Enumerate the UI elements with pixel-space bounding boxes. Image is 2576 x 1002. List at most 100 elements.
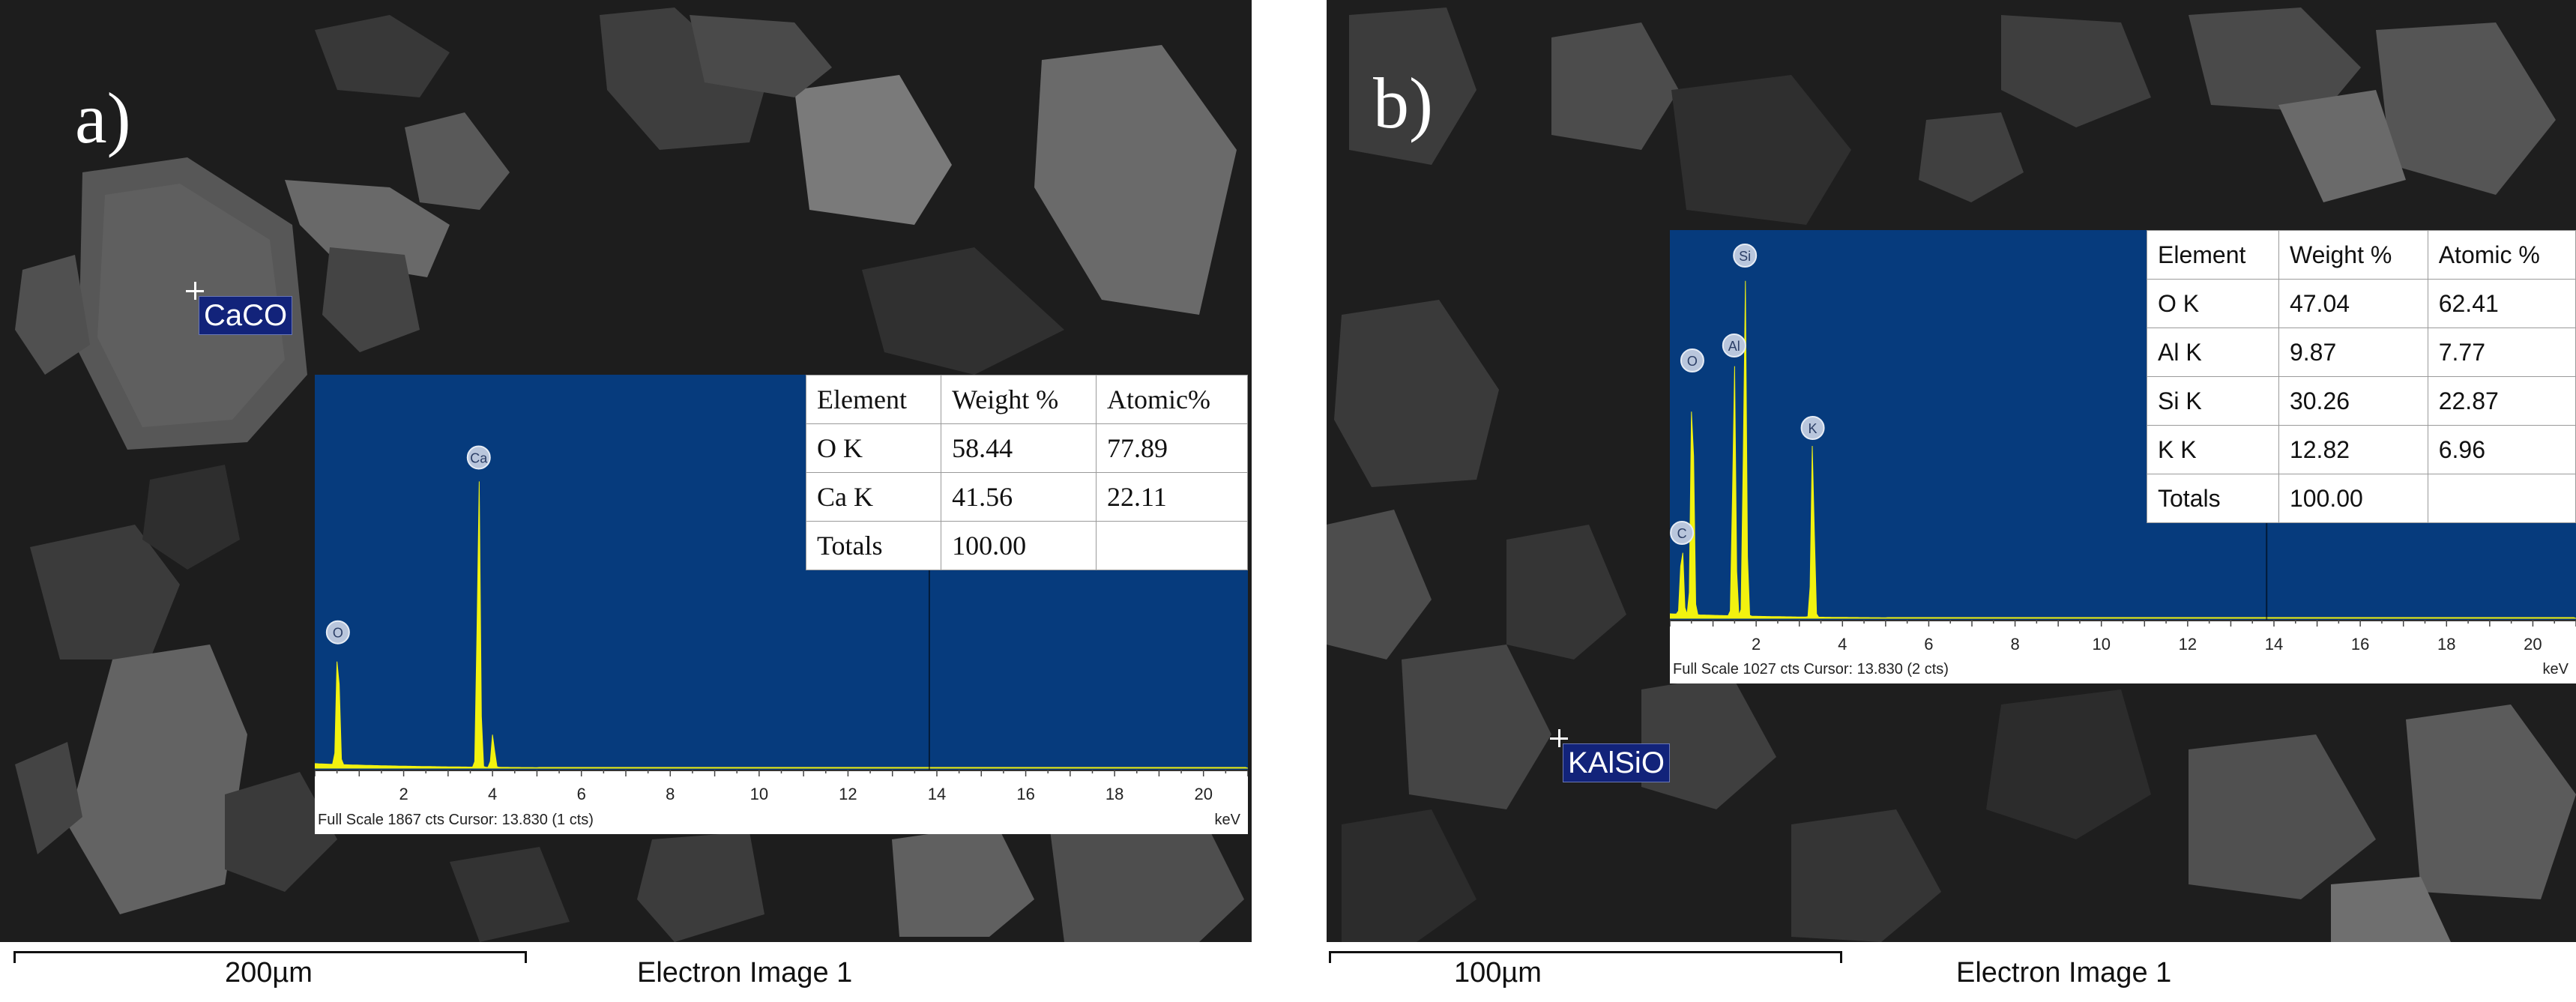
spot-crosshair-marker [1550, 729, 1568, 747]
axis-tick-label: 8 [666, 785, 675, 803]
table-cell: 7.77 [2427, 328, 2576, 377]
axis-tick-label: 6 [1924, 635, 1933, 654]
svg-text:Al: Al [1728, 339, 1740, 354]
table-cell: 6.96 [2427, 425, 2576, 474]
svg-text:K: K [1809, 421, 1818, 436]
scale-bar [1329, 951, 1842, 963]
table-cell: Ca K [805, 472, 942, 522]
axis-tick-label: 14 [928, 785, 946, 803]
scale-bar [13, 951, 527, 963]
axis-tick-label: 14 [2265, 635, 2283, 654]
particle-field-b [1327, 0, 2576, 942]
eds-spectrum: O Ca 2 4 6 8 10 12 14 16 18 20 Full Scale 1867 cts… [315, 375, 1248, 834]
axis-tick-label: 6 [577, 785, 586, 803]
axis-tick-label: 12 [2179, 635, 2197, 654]
composition-table: Element Weight % Atomic % O K 47.04 62.4… [2147, 230, 2576, 523]
axis-tick-label: 12 [839, 785, 857, 803]
svg-text:C: C [1677, 526, 1687, 541]
peak-label: C [1670, 521, 1695, 545]
axis-tick-label: 10 [750, 785, 768, 803]
table-row: K K 12.82 6.96 [2147, 425, 2576, 474]
table-cell: 62.41 [2427, 279, 2576, 328]
table-header-cell: Weight % [2278, 230, 2428, 280]
peak-label: Al [1722, 334, 1746, 357]
table-header-cell: Element [805, 375, 942, 424]
table-row: Si K 30.26 22.87 [2147, 376, 2576, 426]
panel-a: a) CaCO O Ca 2 4 6 8 10 12 14 16 18 20 Full Scale … [0, 0, 1252, 1002]
panel-letter: a) [75, 78, 131, 158]
table-cell: 47.04 [2278, 279, 2428, 328]
table-cell: O K [805, 423, 942, 473]
eds-spectrum: C O Al Si K 2 4 6 8 10 12 14 16 18 20 Full Scale 1027… [1670, 230, 2576, 683]
energy-axis: 2 4 6 8 10 12 14 16 18 20 Full Scale 1867 cts Cur… [315, 770, 1248, 834]
table-cell [2427, 474, 2576, 523]
scale-bar-label: 200µm [225, 957, 313, 989]
table-header-row: Element Weight % Atomic% [805, 375, 1248, 424]
panel-letter: b) [1373, 63, 1433, 143]
table-row: Al K 9.87 7.77 [2147, 328, 2576, 377]
axis-tick-label: 10 [2092, 635, 2110, 654]
axis-tick-label: 16 [1016, 785, 1034, 803]
micrograph-footer: 200µm Electron Image 1 [0, 942, 1252, 1002]
table-cell: 9.87 [2278, 328, 2428, 377]
axis-tick-label: 18 [2437, 635, 2455, 654]
axis-tick-label: 4 [1838, 635, 1847, 654]
micrograph-b: b) KAlSiO C O Al Si K 2 4 6 8 10 12 14 16 18 20 Full … [1327, 0, 2576, 942]
svg-text:O: O [1687, 354, 1698, 369]
image-caption: Electron Image 1 [1956, 957, 2172, 989]
energy-axis-svg: 2 4 6 8 10 12 14 16 18 20 [1670, 620, 2576, 654]
table-row: O K 47.04 62.41 [2147, 279, 2576, 328]
axis-tick-label: 8 [2010, 635, 2019, 654]
svg-text:Ca: Ca [470, 450, 488, 465]
axis-tick-label: 16 [2351, 635, 2369, 654]
scale-bar-label: 100µm [1454, 957, 1542, 989]
table-cell: Totals [805, 521, 942, 570]
table-cell [1096, 521, 1248, 570]
svg-text:Si: Si [1739, 249, 1751, 264]
composition-table: Element Weight % Atomic% O K 58.44 77.89… [805, 375, 1248, 570]
energy-unit-label: keV [1214, 812, 1240, 828]
table-row: O K 58.44 77.89 [805, 423, 1248, 473]
axis-tick-label: 4 [488, 785, 497, 803]
spot-label: KAlSiO [1563, 743, 1670, 782]
full-scale-text: Full Scale 1867 cts Cursor: 13.830 (1 ct… [318, 812, 594, 828]
spectrum-plot-svg: C O Al Si K [1670, 230, 2576, 620]
table-cell: 77.89 [1096, 423, 1248, 473]
image-caption: Electron Image 1 [637, 957, 853, 989]
table-cell: 100.00 [2278, 474, 2428, 523]
peak-label: Si [1733, 244, 1758, 268]
table-cell: Totals [2147, 474, 2279, 523]
spectrum-trace [315, 481, 1248, 769]
panel-b: b) KAlSiO C O Al Si K 2 4 6 8 10 12 14 16 18 20 Full … [1327, 0, 2576, 1002]
table-row: Totals 100.00 [805, 521, 1248, 570]
table-cell: 22.11 [1096, 472, 1248, 522]
axis-tick-label: 20 [1194, 785, 1212, 803]
table-header-row: Element Weight % Atomic % [2147, 230, 2576, 280]
table-cell: K K [2147, 425, 2279, 474]
table-cell: Al K [2147, 328, 2279, 377]
table-cell: 12.82 [2278, 425, 2428, 474]
table-cell: O K [2147, 279, 2279, 328]
table-header-cell: Atomic% [1096, 375, 1248, 424]
axis-tick-label: 18 [1105, 785, 1123, 803]
table-cell: 41.56 [941, 472, 1097, 522]
peak-label: O [1680, 348, 1704, 372]
spectrum-trace [1670, 280, 2576, 619]
peak-label: Ca [466, 445, 491, 470]
energy-unit-label: keV [2542, 661, 2569, 677]
table-cell: 58.44 [941, 423, 1097, 473]
table-cell: Si K [2147, 376, 2279, 426]
table-cell: 30.26 [2278, 376, 2428, 426]
table-cell: 100.00 [941, 521, 1097, 570]
table-row: Totals 100.00 [2147, 474, 2576, 523]
table-header-cell: Atomic % [2427, 230, 2576, 280]
axis-tick-label: 20 [2524, 635, 2542, 654]
micrograph-footer: 100µm Electron Image 1 [1327, 942, 2576, 1002]
axis-tick-label: 2 [1752, 635, 1761, 654]
table-header-cell: Weight % [941, 375, 1097, 424]
energy-axis: 2 4 6 8 10 12 14 16 18 20 Full Scale 1027 cts Cur… [1670, 620, 2576, 683]
table-row: Ca K 41.56 22.11 [805, 472, 1248, 522]
spectrum-plot-svg: O Ca [315, 375, 1248, 770]
full-scale-text: Full Scale 1027 cts Cursor: 13.830 (2 ct… [1673, 661, 1949, 677]
axis-tick-label: 2 [399, 785, 408, 803]
